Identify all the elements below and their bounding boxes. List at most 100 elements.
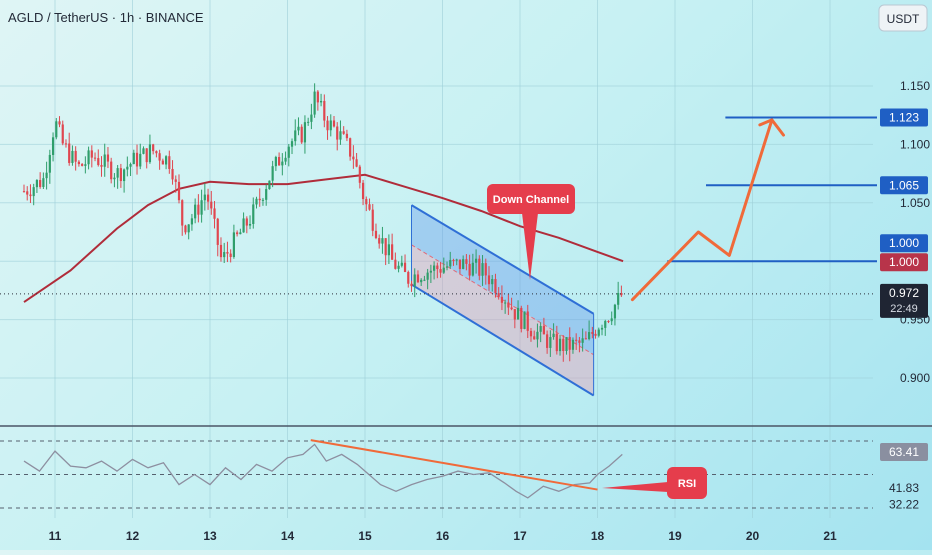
candle-body: [462, 259, 465, 269]
candle-body: [439, 269, 442, 273]
candle-body: [190, 218, 194, 225]
down-channel-layer: [410, 204, 595, 397]
candle-body: [206, 194, 210, 202]
price-axis-tick-label: 1.100: [900, 137, 930, 151]
candle-body: [345, 133, 349, 139]
time-axis-tick-label: 13: [203, 529, 217, 543]
level-badge-1000-bg: [880, 234, 928, 253]
time-axis-tick-label: 21: [823, 529, 837, 543]
candle-body: [555, 333, 558, 352]
candle-body: [197, 204, 200, 215]
candle-body: [355, 159, 358, 167]
candle-body: [452, 259, 455, 261]
candle-body: [381, 238, 384, 244]
candle-body: [39, 180, 42, 187]
projection-arrowhead: [758, 118, 774, 127]
candle-body: [552, 333, 555, 338]
rsi-current-value: 63.41: [889, 445, 919, 459]
candle-body: [391, 244, 394, 260]
candle-body: [497, 293, 500, 297]
axis-layer: 1.1501.1001.0500.9500.9001.1231.0651.000…: [49, 79, 931, 543]
candle-body: [445, 266, 449, 268]
candle-body: [433, 265, 436, 271]
candle-body: [523, 311, 526, 329]
candle-body: [297, 126, 300, 131]
candle-body: [71, 150, 74, 163]
candle-body: [181, 200, 184, 226]
candle-body: [22, 191, 26, 193]
candle-body: [142, 148, 145, 154]
candle-body: [93, 157, 97, 159]
candle-body: [507, 302, 510, 308]
candle-body: [116, 168, 119, 178]
candle-body: [374, 230, 378, 239]
time-axis-tick-label: 15: [358, 529, 372, 543]
candle-body: [106, 154, 110, 162]
candle-body: [226, 252, 229, 254]
candle-body: [287, 146, 290, 158]
candle-body: [148, 144, 152, 163]
candle-body: [210, 201, 213, 209]
candle-body: [45, 172, 48, 179]
candle-body: [361, 182, 365, 200]
candle-body: [504, 302, 507, 304]
candle-body: [242, 218, 245, 233]
time-axis-tick-label: 17: [513, 529, 527, 543]
candle-body: [481, 263, 484, 276]
candle-body: [171, 168, 174, 180]
candle-body: [216, 218, 219, 245]
price-levels-layer: [0, 116, 877, 295]
candle-body: [468, 263, 471, 276]
candle-body: [604, 321, 607, 328]
candles-layer: [22, 83, 623, 362]
candle-body: [139, 153, 142, 167]
rsi-line: [23, 443, 623, 499]
candle-body: [187, 224, 190, 233]
candle-body: [594, 333, 597, 336]
candle-body: [620, 292, 623, 296]
candle-body: [255, 198, 258, 205]
candle-body: [135, 152, 139, 167]
candle-body: [591, 332, 594, 334]
candle-body: [352, 156, 355, 160]
candle-body: [252, 204, 255, 224]
candle-body: [278, 157, 281, 166]
time-axis-tick-label: 19: [668, 529, 682, 543]
ma-value-badge-bg: [880, 253, 928, 272]
candle-body: [294, 130, 297, 142]
candle-body: [416, 274, 420, 283]
down-channel-upper-line: [410, 204, 595, 315]
overlay-layer: AGLD / TetherUS · 1h · BINANCE USDT Down…: [8, 4, 928, 499]
candle-body: [152, 144, 155, 152]
candle-body: [316, 91, 319, 103]
candle-body: [184, 225, 187, 233]
candle-body: [484, 263, 487, 276]
candle-body: [465, 259, 468, 264]
level-badge-1123: 1.123: [889, 111, 919, 125]
candle-body: [358, 166, 361, 183]
candle-body: [265, 189, 268, 200]
candle-body: [42, 178, 45, 187]
candle-body: [449, 259, 452, 267]
candle-body: [232, 232, 235, 257]
candle-body: [90, 150, 93, 158]
down-channel-lower-fill: [411, 244, 594, 396]
candle-body: [58, 121, 61, 125]
ma-value-badge: 1.000: [889, 255, 919, 269]
level-badge-1065: 1.065: [889, 178, 919, 192]
currency-button-label: USDT: [887, 12, 920, 26]
rsi-layer: [0, 439, 873, 509]
candle-body: [236, 232, 239, 235]
candle-body: [332, 120, 336, 127]
candle-body: [223, 252, 226, 258]
candle-body: [520, 307, 523, 329]
time-axis-tick-label: 20: [746, 529, 760, 543]
down-channel-lower-line: [410, 283, 595, 397]
down-channel-upper-fill: [411, 205, 594, 355]
chart-title: AGLD / TetherUS · 1h · BINANCE: [8, 10, 204, 25]
candle-body: [274, 157, 277, 167]
candle-body: [562, 338, 565, 351]
candle-body: [578, 340, 581, 343]
currency-button[interactable]: USDT: [878, 4, 928, 32]
